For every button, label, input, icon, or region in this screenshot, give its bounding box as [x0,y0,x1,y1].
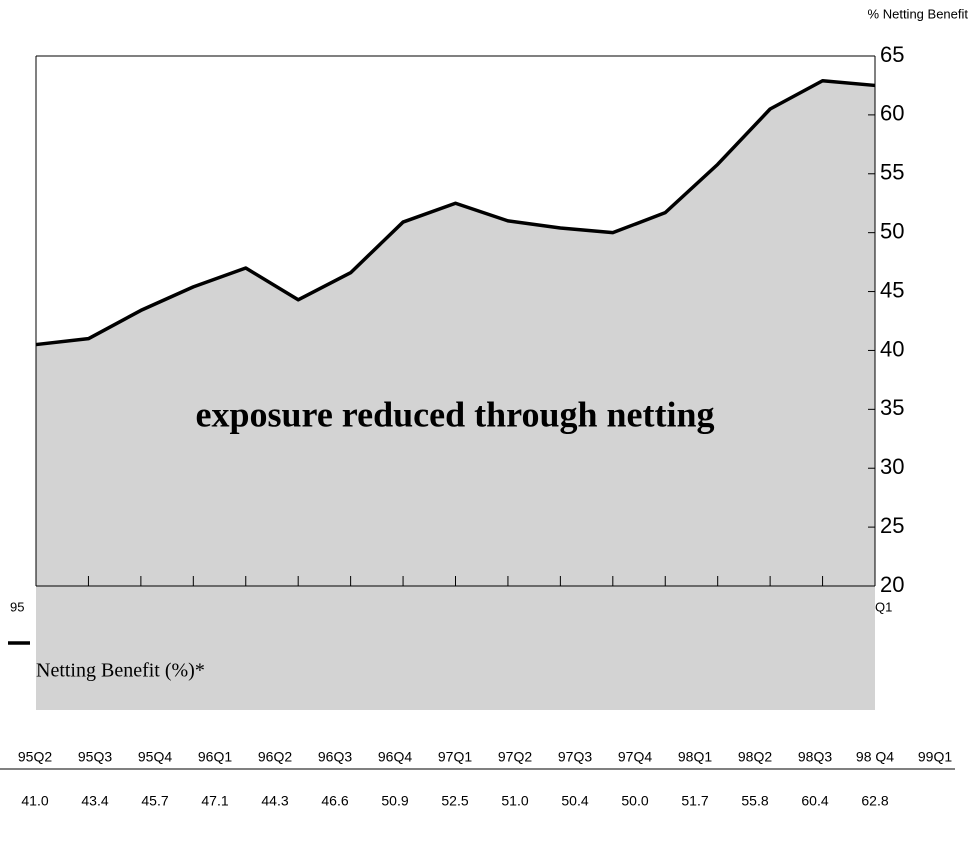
y-tick-label: 40 [880,336,904,361]
table-header: 98Q3 [798,749,832,765]
table-header: 98Q2 [738,749,772,765]
table-value: 52.5 [441,793,468,809]
y-tick-label: 50 [880,218,904,243]
table-value: 50.0 [621,793,648,809]
table-header: 99Q1 [918,749,952,765]
table-value: 43.4 [81,793,108,809]
table-value: 55.8 [741,793,768,809]
table-header: 98 Q4 [856,749,894,765]
y-tick-label: 60 [880,101,904,126]
table-value: 60.4 [801,793,828,809]
y-tick-label: 55 [880,160,904,185]
y-tick-label: 35 [880,395,904,420]
table-value: 45.7 [141,793,168,809]
y-tick-label: 20 [880,572,904,597]
y-axis-label: % Netting Benefit [868,6,969,21]
table-header: 96Q3 [318,749,352,765]
table-value: 50.4 [561,793,588,809]
area [36,80,875,586]
table-value: 44.3 [261,793,288,809]
table-value: 62.8 [861,793,888,809]
y-tick-label: 25 [880,513,904,538]
legend-background [36,586,875,710]
table-header: 95Q4 [138,749,172,765]
table-value: 41.0 [21,793,48,809]
table-header: 96Q2 [258,749,292,765]
table-header: 97Q2 [498,749,532,765]
legend-label: Netting Benefit (%)* [36,660,205,682]
table-header: 97Q3 [558,749,592,765]
table-header: 98Q1 [678,749,712,765]
table-value: 51.7 [681,793,708,809]
line [35,78,876,347]
table-value: 47.1 [201,793,228,809]
y-tick-label: 45 [880,277,904,302]
table-header: 97Q1 [438,749,472,765]
y-tick-label: 65 [880,42,904,67]
table-header: 97Q4 [618,749,652,765]
table-value: 46.6 [321,793,348,809]
table-header: 95Q3 [78,749,112,765]
table-header: 95Q2 [18,749,52,765]
annotation: exposure reduced through netting [195,394,714,434]
y-tick-label: 30 [880,454,904,479]
table-header: 96Q4 [378,749,412,765]
table-header: 96Q1 [198,749,232,765]
x-tick-label: 95 [10,599,24,614]
x-tick-label: Q1 [875,599,892,614]
table-value: 50.9 [381,793,408,809]
table-value: 51.0 [501,793,528,809]
